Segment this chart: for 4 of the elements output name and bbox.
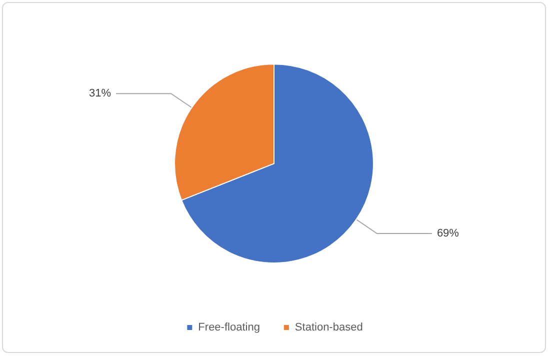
legend-label: Station-based [294, 322, 363, 334]
legend-label: Free-floating [198, 322, 260, 334]
data-label: 69% [436, 228, 460, 240]
data-label: 31% [89, 88, 112, 100]
